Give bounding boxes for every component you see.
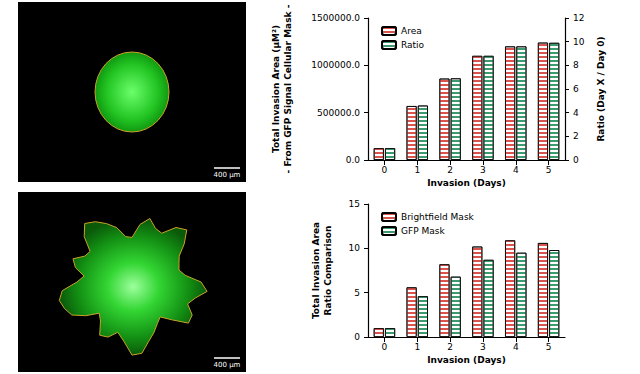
svg-text:4: 4 <box>573 108 579 118</box>
svg-text:12: 12 <box>573 13 584 23</box>
svg-text:Ratio (Day X / Day 0): Ratio (Day X / Day 0) <box>596 36 606 141</box>
svg-text:10: 10 <box>349 243 361 253</box>
svg-text:5: 5 <box>354 288 360 298</box>
svg-text:5: 5 <box>546 342 552 352</box>
svg-text:0: 0 <box>573 155 579 165</box>
svg-text:400 µm: 400 µm <box>214 361 241 369</box>
svg-text:0: 0 <box>354 332 360 342</box>
svg-text:2: 2 <box>573 131 579 141</box>
svg-text:Area: Area <box>401 26 422 36</box>
svg-text:Ratio: Ratio <box>401 40 425 50</box>
svg-text:4: 4 <box>513 342 519 352</box>
svg-text:3: 3 <box>480 165 486 175</box>
svg-text:Ratio Comparison: Ratio Comparison <box>323 226 333 316</box>
svg-text:5: 5 <box>546 165 552 175</box>
svg-text:2: 2 <box>447 342 453 352</box>
svg-text:1500000.0: 1500000.0 <box>311 13 360 23</box>
svg-text:6: 6 <box>573 84 579 94</box>
svg-text:1000000.0: 1000000.0 <box>311 60 360 70</box>
svg-text:400 µm: 400 µm <box>214 171 241 179</box>
svg-text:Brightfield Mask: Brightfield Mask <box>401 212 475 222</box>
svg-text:500000.0: 500000.0 <box>317 108 360 118</box>
svg-text:0.0: 0.0 <box>346 155 361 165</box>
svg-text:Total Invasion Area: Total Invasion Area <box>311 222 321 319</box>
svg-text:1: 1 <box>414 342 420 352</box>
svg-text:1: 1 <box>414 165 420 175</box>
svg-text:15: 15 <box>349 199 360 209</box>
svg-text:10: 10 <box>573 37 585 47</box>
svg-text:Invasion (Days): Invasion (Days) <box>427 178 506 188</box>
svg-text:4: 4 <box>513 165 519 175</box>
svg-text:3: 3 <box>480 342 486 352</box>
svg-text:0: 0 <box>382 165 388 175</box>
svg-text:2: 2 <box>447 165 453 175</box>
svg-text:GFP Mask: GFP Mask <box>401 226 445 236</box>
svg-text:0: 0 <box>382 342 388 352</box>
svg-text:- From GFP Signal Cellular Mas: - From GFP Signal Cellular Mask - <box>283 4 293 173</box>
svg-text:Invasion (Days): Invasion (Days) <box>427 355 506 365</box>
svg-text:Total Invasion Area (µM²): Total Invasion Area (µM²) <box>271 25 281 153</box>
svg-text:8: 8 <box>573 60 579 70</box>
